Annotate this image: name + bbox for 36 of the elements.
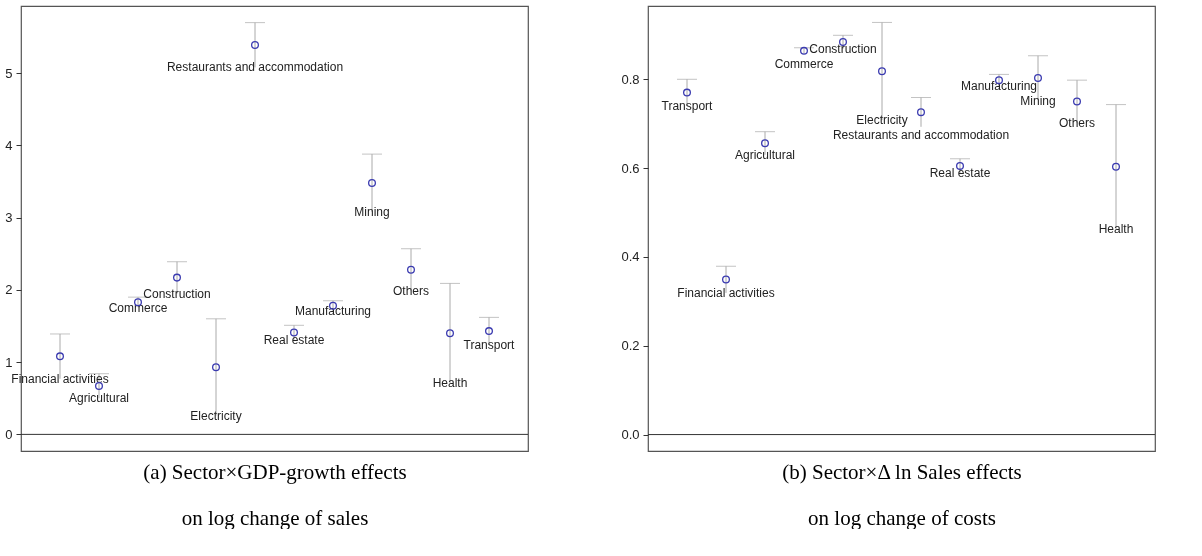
x-axis-title: (b) Sector×Δ ln Sales effects on log change of costs [782,459,1022,530]
annotation: Others [1058,115,1096,130]
annotation: Transport [463,337,516,352]
annotation: Construction [809,41,877,56]
annotation: Restaurants and accommodation [832,127,1010,142]
annotation: Mining [1020,94,1056,109]
x-axis-title: (a) Sector×GDP-growth effects on log change of sales [143,459,407,530]
annotation: Commerce [108,301,168,316]
y-tick-label: 0.2 [621,338,640,354]
annotation: Transport [661,98,714,113]
y-tick-label: 0.4 [621,249,640,265]
y-tick-label: 0.8 [621,71,640,87]
annotation: Agricultural [68,391,130,406]
annotation: Real estate [263,332,325,347]
annotation: Mining [354,204,390,219]
annotation: Manufacturing [960,78,1038,93]
y-tick-label: 2 [5,282,13,298]
annotation: Real estate [929,165,991,180]
annotation: Manufacturing [294,303,372,318]
annotation: Health [432,376,468,391]
y-tick-label: 0.0 [621,427,640,443]
annotation: Electricity [856,113,908,128]
y-tick-label: 4 [5,137,13,153]
annotation: Financial activities [677,285,775,300]
annotation: Others [392,283,430,298]
annotation: Restaurants and accommodation [166,60,344,75]
y-tick-label: 3 [5,210,13,226]
y-tick-label: 0.6 [621,160,640,176]
y-tick-label: 5 [5,65,13,81]
annotation: Health [1098,221,1134,236]
annotation: Agricultural [734,147,796,162]
annotation: Electricity [190,408,242,423]
y-tick-label: 0 [5,426,13,442]
annotation: Construction [143,286,211,301]
annotation: Commerce [774,56,834,71]
y-tick-label: 1 [5,354,13,370]
